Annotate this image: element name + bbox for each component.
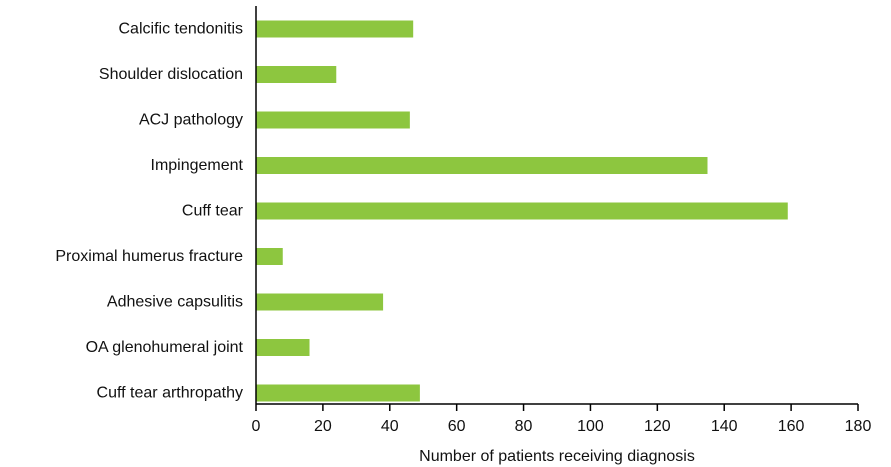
x-tick-label-140: 140 (711, 418, 738, 435)
category-label-impingement: Impingement (151, 157, 244, 174)
category-label-cuff-tear-arthropathy: Cuff tear arthropathy (97, 385, 243, 402)
category-label-calcific-tendonitis: Calcific tendonitis (119, 21, 244, 38)
bar-impingement (256, 157, 708, 174)
x-tick-label-0: 0 (252, 418, 261, 435)
bar-oa-glenohumeral-joint (256, 339, 310, 356)
bar-shoulder-dislocation (256, 66, 337, 83)
x-tick-label-40: 40 (381, 418, 399, 435)
bar-acj-pathology (256, 111, 410, 129)
x-tick-label-60: 60 (448, 418, 466, 435)
x-tick-label-80: 80 (515, 418, 533, 435)
category-label-proximal-humerus-fracture: Proximal humerus fracture (55, 248, 243, 265)
x-tick-label-120: 120 (644, 418, 671, 435)
category-label-acj-pathology: ACJ pathology (139, 112, 243, 129)
category-label-oa-glenohumeral-joint: OA glenohumeral joint (86, 339, 244, 356)
bar-adhesive-capsulitis (256, 293, 384, 311)
x-axis-ticks: 0 20 40 60 80 100 120 140 160 180 (252, 404, 872, 435)
x-tick-label-20: 20 (314, 418, 332, 435)
category-label-adhesive-capsulitis: Adhesive capsulitis (107, 294, 243, 311)
x-tick-label-180: 180 (845, 418, 872, 435)
bar-cuff-tear (256, 202, 788, 220)
category-label-cuff-tear: Cuff tear (182, 203, 244, 220)
bar-cuff-tear-arthropathy (256, 384, 420, 402)
category-label-shoulder-dislocation: Shoulder dislocation (99, 66, 243, 83)
bars-layer (256, 20, 788, 402)
bar-calcific-tendonitis (256, 20, 414, 38)
x-axis-title: Number of patients receiving diagnosis (419, 448, 695, 465)
bar-proximal-humerus-fracture (256, 248, 283, 265)
x-tick-label-160: 160 (778, 418, 805, 435)
x-tick-label-100: 100 (577, 418, 604, 435)
category-labels: Calcific tendonitis Shoulder dislocation A… (55, 21, 243, 402)
